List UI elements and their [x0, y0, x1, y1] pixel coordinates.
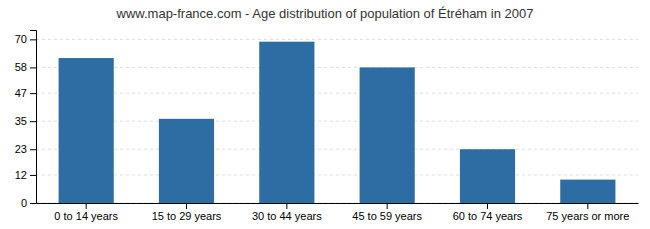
- x-tick: 15 to 29 years: [152, 203, 222, 222]
- y-tick-mark: [30, 39, 36, 40]
- chart-title: www.map-france.com - Age distribution of…: [116, 6, 534, 21]
- y-tick-label: 35: [15, 115, 27, 127]
- bar: [460, 149, 515, 203]
- y-tick: 12: [15, 169, 36, 181]
- x-tick-label: 45 to 59 years: [352, 210, 422, 222]
- x-tick-mark: [186, 203, 187, 209]
- x-tick-label: 15 to 29 years: [152, 210, 222, 222]
- y-tick: 58: [15, 61, 36, 73]
- grid: [36, 39, 638, 203]
- y-axis: 0 12 23 35 47 58 70: [15, 31, 37, 210]
- x-tick-mark: [86, 203, 87, 209]
- x-axis: 0 to 14 years 15 to 29 years 30 to 44 year…: [37, 203, 639, 222]
- x-tick: 75 years or more: [546, 203, 629, 222]
- y-tick-mark: [30, 93, 36, 94]
- y-tick: 35: [15, 115, 36, 127]
- x-tick-mark: [387, 203, 388, 209]
- x-tick-mark: [286, 203, 287, 209]
- y-tick: 70: [15, 33, 36, 45]
- y-tick-label: 0: [21, 197, 27, 209]
- y-tick-mark: [30, 203, 36, 204]
- y-tick-mark: [30, 67, 36, 68]
- grid-line: [36, 174, 638, 175]
- y-tick-label: 12: [15, 169, 27, 181]
- x-tick: 60 to 74 years: [453, 203, 523, 222]
- x-tick-mark: [487, 203, 488, 209]
- y-tick-label: 23: [15, 143, 27, 155]
- bars: [59, 42, 616, 203]
- plot-area: 0 12 23 35 47 58 70 0 to 14 years 15 to 29 years…: [15, 31, 639, 222]
- y-tick-label: 47: [15, 87, 27, 99]
- x-tick-label: 0 to 14 years: [54, 210, 118, 222]
- bar: [560, 180, 615, 203]
- y-tick: 47: [15, 87, 36, 99]
- x-tick: 0 to 14 years: [54, 203, 118, 222]
- chart-svg: www.map-france.com - Age distribution of…: [0, 0, 650, 229]
- x-tick-mark: [587, 203, 588, 209]
- x-tick-label: 30 to 44 years: [252, 210, 322, 222]
- grid-line: [36, 93, 638, 94]
- y-axis-line: [30, 31, 37, 204]
- y-tick-mark: [30, 149, 36, 150]
- grid-line: [36, 149, 638, 150]
- y-tick-label: 70: [15, 33, 27, 45]
- bar: [159, 119, 214, 203]
- bar: [259, 42, 314, 203]
- x-tick-label: 60 to 74 years: [453, 210, 523, 222]
- grid-line: [36, 203, 638, 204]
- y-tick: 0: [21, 197, 36, 209]
- x-tick: 30 to 44 years: [252, 203, 322, 222]
- grid-line: [36, 67, 638, 68]
- bar: [59, 58, 114, 203]
- y-tick-label: 58: [15, 61, 27, 73]
- y-tick: 23: [15, 143, 36, 155]
- x-tick: 45 to 59 years: [352, 203, 422, 222]
- bar: [360, 67, 415, 203]
- x-axis-line: [37, 203, 639, 204]
- grid-line: [36, 121, 638, 122]
- chart-container: www.map-france.com - Age distribution of…: [0, 0, 650, 229]
- x-tick-label: 75 years or more: [546, 210, 629, 222]
- y-tick-mark: [30, 175, 36, 176]
- grid-line: [36, 39, 638, 40]
- y-tick-mark: [30, 121, 36, 122]
